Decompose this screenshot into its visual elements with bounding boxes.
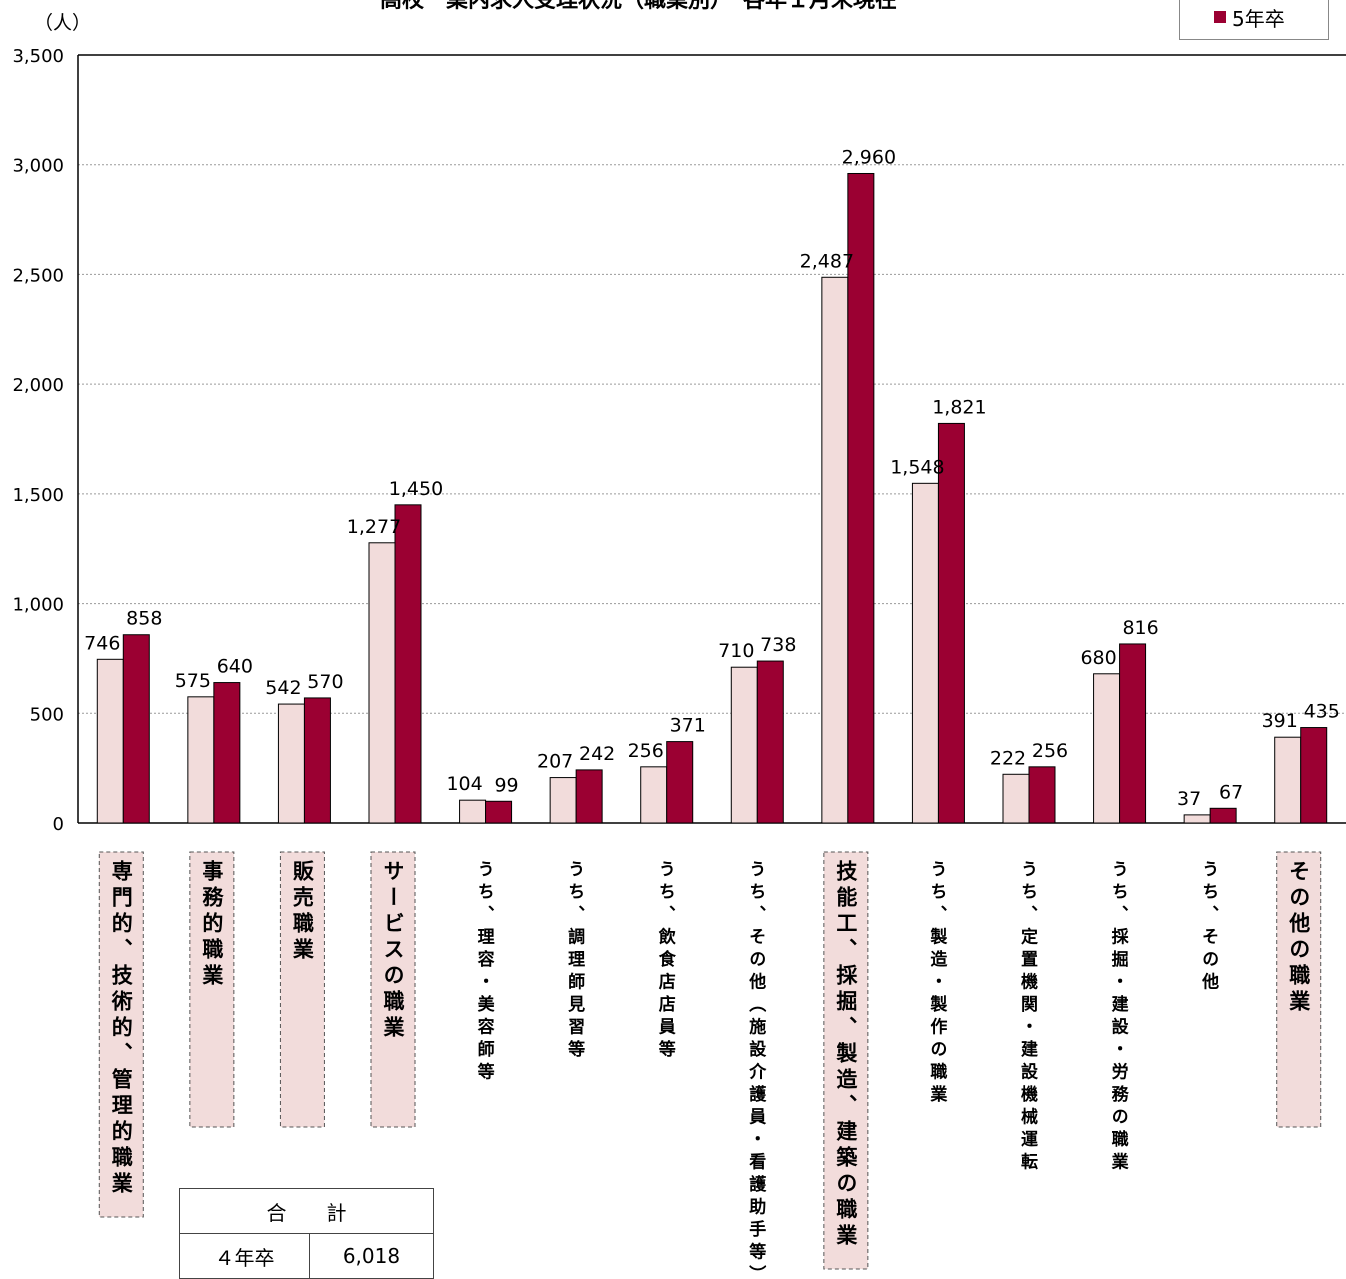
bar-series-2 [213,682,241,824]
data-label: 858 [126,608,162,630]
x-tick-label: 事務的職業 [200,859,224,990]
x-tick-label: うち、製造・製作の職業 [926,860,948,1108]
data-label: 242 [579,743,615,765]
bar-series-1 [730,666,758,824]
total-table-row-label: ４年卒 [179,1233,310,1279]
bar-series-2 [303,697,331,824]
x-tick-label: その他の職業 [1287,860,1312,1016]
bar-series-2 [1300,727,1328,824]
bar-series-2 [937,422,965,824]
y-tick-label: 500 [30,704,64,725]
category-highlight-box [823,851,869,1270]
data-label: 570 [307,671,343,693]
bar-series-1 [549,777,577,824]
bar-series-1 [96,658,124,824]
data-label: 222 [990,747,1026,769]
bar-series-1 [368,542,396,824]
data-label: 1,548 [890,456,944,478]
x-tick-label: うち、採掘・建設・労務の職業 [1108,860,1129,1175]
data-label: 371 [670,715,706,737]
data-label: 816 [1122,617,1158,639]
bar-series-1 [1274,736,1302,824]
bar-series-2 [1209,807,1237,824]
y-tick-label: 1,500 [12,485,64,506]
x-tick-label: うち、定置機関・建設機械運転 [1017,860,1038,1175]
x-tick-label: うち、その他 [1198,860,1220,995]
bar-series-2 [1119,643,1147,824]
bar-series-2 [1028,766,1056,824]
x-tick-label: 技能工、採掘、製造、建築の職業 [834,860,859,1250]
data-label: 640 [217,656,253,678]
bar-series-1 [1093,673,1121,824]
y-tick-label: 0 [53,814,64,835]
data-label: 2,960 [842,146,896,168]
bar-series-1 [187,696,215,824]
data-label: 256 [628,740,664,762]
data-label: 207 [537,751,573,773]
y-tick-label: 1,000 [12,595,64,616]
bar-series-1 [1002,773,1030,824]
bar-series-1 [1183,814,1211,824]
total-table-row-value: 6,018 [308,1233,435,1279]
category-highlight-box [279,851,325,1128]
bar-series-1 [821,276,849,824]
x-tick-label: うち、その他（施設介護員・看護助手等） [745,860,767,1271]
x-tick-label: サービスの職業 [381,860,405,1042]
bar-series-2 [666,741,694,824]
y-axis-unit-label: （人） [34,12,92,34]
legend-swatch [1214,11,1226,23]
total-table-header: 合 計 [179,1188,434,1234]
category-highlight-box [1276,851,1322,1128]
x-tick-label: うち、調理師見習等 [564,860,586,1063]
bar-series-1 [911,482,939,824]
chart-title: 高校 業内求人受理状況（職業別） 各年１月末現在 [380,0,898,13]
data-label: 738 [760,634,796,656]
data-label: 256 [1032,740,1068,762]
data-label: 67 [1219,781,1243,803]
data-label: 575 [175,670,211,692]
bar-series-2 [122,634,150,824]
y-tick-label: 2,000 [12,375,64,396]
y-tick-label: 2,500 [12,265,64,286]
bar-series-1 [640,766,668,824]
data-label: 1,277 [347,516,401,538]
data-label: 680 [1080,647,1116,669]
data-label: 37 [1177,788,1201,810]
total-table: 合 計 ４年卒 6,018 [179,1188,435,1279]
data-label: 99 [494,774,518,796]
category-highlight-box [189,851,235,1128]
data-label: 1,821 [932,396,986,418]
bar-series-2 [575,769,603,824]
data-label: 2,487 [800,250,854,272]
data-label: 104 [446,773,482,795]
x-tick-label: 専門的、技術的、管理的職業 [109,859,133,1198]
bar-series-2 [756,660,784,824]
data-label: 391 [1262,710,1298,732]
bar-series-1 [277,703,305,824]
data-label: 710 [718,640,754,662]
category-highlight-box [370,851,416,1128]
category-highlight-box [98,851,144,1218]
y-tick-label: 3,500 [12,46,64,67]
bar-series-2 [847,172,875,824]
bar-series-2 [394,504,422,824]
x-tick-label: うち、理容・美容師等 [474,860,495,1085]
data-label: 1,450 [389,478,443,500]
data-label: 746 [84,632,120,654]
data-label: 542 [265,677,301,699]
y-tick-label: 3,000 [12,156,64,177]
x-tick-label: 販売職業 [290,860,314,964]
x-tick-label: うち、飲食店店員等 [655,860,677,1063]
legend: 5年卒 [1179,0,1329,40]
legend-label: 5年卒 [1232,7,1285,31]
bar-series-2 [485,800,513,824]
data-label: 435 [1304,701,1340,723]
bar-series-1 [459,799,487,824]
